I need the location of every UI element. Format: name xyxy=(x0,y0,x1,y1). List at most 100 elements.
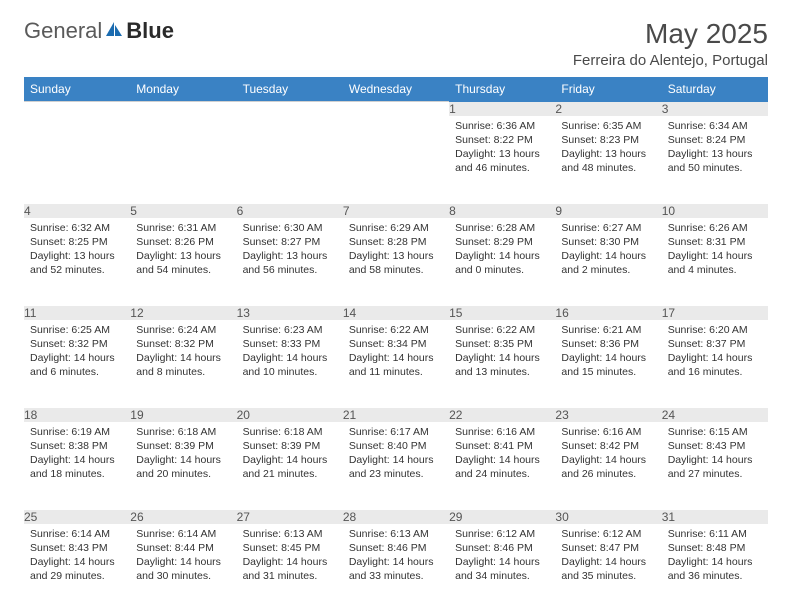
day-number: 21 xyxy=(343,408,449,422)
daylight-line: Daylight: 14 hours and 30 minutes. xyxy=(136,555,230,583)
day-cell: Sunrise: 6:31 AMSunset: 8:26 PMDaylight:… xyxy=(130,218,236,284)
sunset-line: Sunset: 8:46 PM xyxy=(455,541,549,555)
sunset-line: Sunset: 8:32 PM xyxy=(30,337,124,351)
day-cell: Sunrise: 6:23 AMSunset: 8:33 PMDaylight:… xyxy=(237,320,343,386)
sunrise-line: Sunrise: 6:18 AM xyxy=(136,425,230,439)
sunset-line: Sunset: 8:48 PM xyxy=(668,541,762,555)
sunrise-line: Sunrise: 6:14 AM xyxy=(30,527,124,541)
day-cell: Sunrise: 6:17 AMSunset: 8:40 PMDaylight:… xyxy=(343,422,449,488)
sunrise-line: Sunrise: 6:28 AM xyxy=(455,221,549,235)
weekday-header: Friday xyxy=(555,77,661,102)
sunset-line: Sunset: 8:23 PM xyxy=(561,133,655,147)
sunrise-line: Sunrise: 6:11 AM xyxy=(668,527,762,541)
daylight-line: Daylight: 13 hours and 52 minutes. xyxy=(30,249,124,277)
sunset-line: Sunset: 8:31 PM xyxy=(668,235,762,249)
daylight-line: Daylight: 13 hours and 56 minutes. xyxy=(243,249,337,277)
day-cell: Sunrise: 6:14 AMSunset: 8:43 PMDaylight:… xyxy=(24,524,130,590)
sunset-line: Sunset: 8:41 PM xyxy=(455,439,549,453)
day-cell: Sunrise: 6:36 AMSunset: 8:22 PMDaylight:… xyxy=(449,116,555,182)
day-cell: Sunrise: 6:35 AMSunset: 8:23 PMDaylight:… xyxy=(555,116,661,182)
day-cell: Sunrise: 6:18 AMSunset: 8:39 PMDaylight:… xyxy=(237,422,343,488)
daynum-row: 123 xyxy=(24,102,768,116)
sunset-line: Sunset: 8:37 PM xyxy=(668,337,762,351)
day-cell: Sunrise: 6:20 AMSunset: 8:37 PMDaylight:… xyxy=(662,320,768,386)
day-cell: Sunrise: 6:16 AMSunset: 8:41 PMDaylight:… xyxy=(449,422,555,488)
day-cell: Sunrise: 6:15 AMSunset: 8:43 PMDaylight:… xyxy=(662,422,768,488)
sunset-line: Sunset: 8:26 PM xyxy=(136,235,230,249)
daylight-line: Daylight: 14 hours and 13 minutes. xyxy=(455,351,549,379)
day-number: 4 xyxy=(24,204,130,218)
day-content-row: Sunrise: 6:25 AMSunset: 8:32 PMDaylight:… xyxy=(24,320,768,408)
title-block: May 2025 Ferreira do Alentejo, Portugal xyxy=(573,18,768,69)
weekday-header: Thursday xyxy=(449,77,555,102)
daylight-line: Daylight: 14 hours and 11 minutes. xyxy=(349,351,443,379)
daylight-line: Daylight: 14 hours and 33 minutes. xyxy=(349,555,443,583)
sunset-line: Sunset: 8:22 PM xyxy=(455,133,549,147)
day-cell-empty xyxy=(130,116,236,125)
day-number-empty xyxy=(237,102,343,116)
day-number: 31 xyxy=(662,510,768,524)
day-cell: Sunrise: 6:30 AMSunset: 8:27 PMDaylight:… xyxy=(237,218,343,284)
daylight-line: Daylight: 14 hours and 18 minutes. xyxy=(30,453,124,481)
day-content-row: Sunrise: 6:36 AMSunset: 8:22 PMDaylight:… xyxy=(24,116,768,204)
day-cell-empty xyxy=(343,116,449,125)
daylight-line: Daylight: 14 hours and 23 minutes. xyxy=(349,453,443,481)
daylight-line: Daylight: 14 hours and 24 minutes. xyxy=(455,453,549,481)
day-cell: Sunrise: 6:25 AMSunset: 8:32 PMDaylight:… xyxy=(24,320,130,386)
day-cell: Sunrise: 6:13 AMSunset: 8:46 PMDaylight:… xyxy=(343,524,449,590)
sunrise-line: Sunrise: 6:23 AM xyxy=(243,323,337,337)
daylight-line: Daylight: 14 hours and 6 minutes. xyxy=(30,351,124,379)
sunrise-line: Sunrise: 6:17 AM xyxy=(349,425,443,439)
day-number: 16 xyxy=(555,306,661,320)
day-number: 12 xyxy=(130,306,236,320)
sunset-line: Sunset: 8:38 PM xyxy=(30,439,124,453)
day-number: 22 xyxy=(449,408,555,422)
day-number: 26 xyxy=(130,510,236,524)
sunset-line: Sunset: 8:32 PM xyxy=(136,337,230,351)
day-number: 25 xyxy=(24,510,130,524)
day-number: 18 xyxy=(24,408,130,422)
daynum-row: 18192021222324 xyxy=(24,408,768,422)
day-cell: Sunrise: 6:16 AMSunset: 8:42 PMDaylight:… xyxy=(555,422,661,488)
weekday-header: Sunday xyxy=(24,77,130,102)
day-number-empty xyxy=(343,102,449,116)
sunset-line: Sunset: 8:43 PM xyxy=(30,541,124,555)
daynum-row: 45678910 xyxy=(24,204,768,218)
sunset-line: Sunset: 8:30 PM xyxy=(561,235,655,249)
day-cell: Sunrise: 6:11 AMSunset: 8:48 PMDaylight:… xyxy=(662,524,768,590)
sunrise-line: Sunrise: 6:21 AM xyxy=(561,323,655,337)
sunset-line: Sunset: 8:45 PM xyxy=(243,541,337,555)
day-cell: Sunrise: 6:34 AMSunset: 8:24 PMDaylight:… xyxy=(662,116,768,182)
day-number: 27 xyxy=(237,510,343,524)
day-cell: Sunrise: 6:27 AMSunset: 8:30 PMDaylight:… xyxy=(555,218,661,284)
daylight-line: Daylight: 14 hours and 34 minutes. xyxy=(455,555,549,583)
sunset-line: Sunset: 8:44 PM xyxy=(136,541,230,555)
day-cell-empty xyxy=(237,116,343,125)
day-cell: Sunrise: 6:29 AMSunset: 8:28 PMDaylight:… xyxy=(343,218,449,284)
sunrise-line: Sunrise: 6:26 AM xyxy=(668,221,762,235)
day-number-empty xyxy=(24,102,130,116)
sunrise-line: Sunrise: 6:22 AM xyxy=(455,323,549,337)
day-number: 23 xyxy=(555,408,661,422)
day-number: 8 xyxy=(449,204,555,218)
sunrise-line: Sunrise: 6:16 AM xyxy=(455,425,549,439)
daylight-line: Daylight: 14 hours and 20 minutes. xyxy=(136,453,230,481)
sunrise-line: Sunrise: 6:24 AM xyxy=(136,323,230,337)
day-cell-empty xyxy=(24,116,130,125)
day-content-row: Sunrise: 6:14 AMSunset: 8:43 PM Daylight:… xyxy=(24,524,768,612)
day-number: 10 xyxy=(662,204,768,218)
daylight-line: Daylight: 13 hours and 48 minutes. xyxy=(561,147,655,175)
sunrise-line: Sunrise: 6:27 AM xyxy=(561,221,655,235)
location-text: Ferreira do Alentejo, Portugal xyxy=(573,52,768,69)
day-number: 1 xyxy=(449,102,555,116)
day-number: 24 xyxy=(662,408,768,422)
sunset-line: Sunset: 8:39 PM xyxy=(136,439,230,453)
sunset-line: Sunset: 8:35 PM xyxy=(455,337,549,351)
day-number: 9 xyxy=(555,204,661,218)
sunrise-line: Sunrise: 6:34 AM xyxy=(668,119,762,133)
daylight-line: Daylight: 13 hours and 58 minutes. xyxy=(349,249,443,277)
day-cell: Sunrise: 6:28 AMSunset: 8:29 PMDaylight:… xyxy=(449,218,555,284)
sunrise-line: Sunrise: 6:35 AM xyxy=(561,119,655,133)
daylight-line: Daylight: 14 hours and 10 minutes. xyxy=(243,351,337,379)
day-number: 28 xyxy=(343,510,449,524)
